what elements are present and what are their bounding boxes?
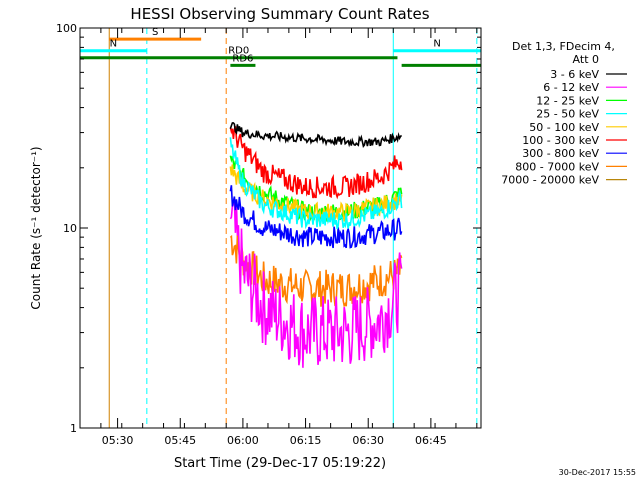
legend-label-7: 800 - 7000 keV [515, 160, 599, 173]
legend-header-line-2: Att 0 [573, 53, 599, 66]
series-line-5 [229, 126, 403, 200]
series-line-1 [229, 198, 403, 368]
x-tick-label-2: 06:00 [227, 434, 259, 447]
legend-label-6: 300 - 800 keV [522, 147, 599, 160]
y-axis-label: Count Rate (s⁻¹ detector⁻¹) [29, 146, 43, 309]
x-tick-label-1: 05:45 [164, 434, 196, 447]
flag-label-0: S [152, 27, 158, 38]
x-tick-label-5: 06:45 [415, 434, 447, 447]
series-line-7 [229, 234, 403, 308]
flag-label-3: RD0 [228, 46, 249, 57]
y-axis: 1 10 100 [56, 22, 481, 435]
series-line-3 [229, 137, 403, 230]
legend-label-2: 12 - 25 keV [536, 94, 599, 107]
legend-label-1: 6 - 12 keV [543, 81, 599, 94]
legend-label-8: 7000 - 20000 keV [501, 174, 599, 187]
timestamp: 30-Dec-2017 15:55 [559, 468, 636, 477]
legend-label-4: 50 - 100 keV [529, 121, 599, 134]
flag-label-2: N [433, 39, 440, 50]
legend-label-0: 3 - 6 keV [550, 68, 599, 81]
legend-label-5: 100 - 300 keV [522, 134, 599, 147]
data-series [229, 122, 403, 368]
legend-label-3: 25 - 50 keV [536, 108, 599, 121]
flag-label-4: RD6 [232, 53, 253, 64]
series-line-6 [229, 185, 403, 249]
x-tick-label-3: 06:15 [290, 434, 322, 447]
x-tick-label-4: 06:30 [352, 434, 384, 447]
chart-title: HESSI Observing Summary Count Rates [130, 5, 429, 23]
x-tick-label-0: 05:30 [102, 434, 134, 447]
legend-header-line-1: Det 1,3, FDecim 4, [512, 40, 615, 53]
y-tick-label-2: 100 [56, 22, 77, 35]
y-tick-label-1: 10 [63, 222, 77, 235]
flag-label-1: N [110, 39, 117, 50]
series-line-0 [229, 122, 403, 148]
x-axis-label: Start Time (29-Dec-17 05:19:22) [174, 456, 386, 471]
x-axis: 05:30 05:45 06:00 06:15 06:30 06:45 [79, 28, 478, 447]
y-tick-label-0: 1 [70, 422, 77, 435]
